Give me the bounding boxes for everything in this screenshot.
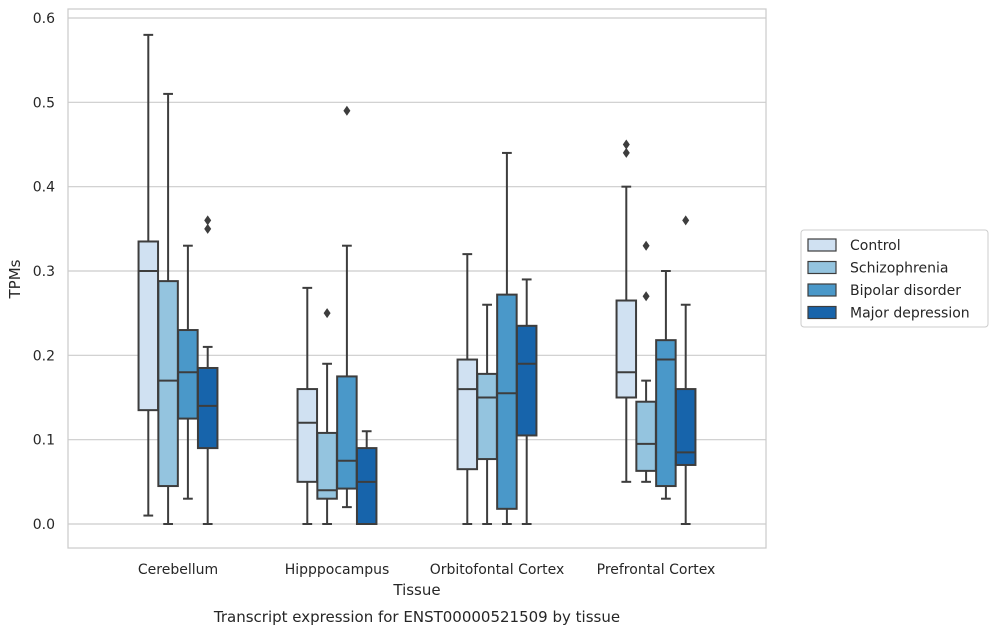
- box-hipppocampus: [336, 105, 358, 509]
- plot-frame: [67, 8, 767, 549]
- legend-item: Bipolar disorder: [807, 283, 961, 299]
- legend-swatch: [807, 260, 837, 275]
- x-tick-label: Cerebellum: [138, 562, 218, 578]
- outlier-point: [642, 240, 650, 251]
- x-axis-label: Tissue: [392, 581, 440, 599]
- box-body: [456, 358, 479, 471]
- outlier-point: [323, 308, 331, 319]
- y-tick-label: 0.3: [33, 264, 55, 280]
- box-body: [196, 366, 219, 450]
- box-body: [496, 293, 518, 510]
- x-axis-ticks: Cerebellum Hipppocampus Orbitofontal Corte…: [138, 562, 715, 578]
- box-body: [157, 280, 179, 488]
- legend-swatch: [807, 238, 837, 252]
- box-prefrontal-cortex: [655, 270, 677, 500]
- box-hipppocampus: [316, 308, 338, 525]
- y-tick-label: 0.6: [33, 11, 55, 27]
- legend-frame: [800, 229, 989, 328]
- x-tick-label: Orbitofontal Cortex: [430, 562, 565, 578]
- outlier-point: [622, 147, 630, 158]
- box-prefrontal-cortex: [615, 139, 638, 483]
- box-orbitofontal-cortex: [476, 303, 498, 525]
- outlier-point: [622, 139, 630, 150]
- legend-swatch: [807, 305, 837, 320]
- y-tick-label: 0.1: [33, 433, 55, 449]
- series-bipolar-disorder: [177, 105, 677, 525]
- box-body: [674, 388, 697, 466]
- box-body: [336, 375, 358, 490]
- box-cerebellum: [196, 215, 219, 525]
- legend-label: Major depression: [850, 306, 970, 322]
- legend-label: Control: [850, 238, 901, 254]
- outlier-point: [204, 215, 212, 226]
- legend-label: Bipolar disorder: [850, 283, 961, 299]
- box-body: [655, 339, 677, 488]
- series-control: [137, 33, 638, 525]
- x-tick-label: Hipppocampus: [285, 562, 390, 578]
- legend-item: Major depression: [807, 305, 970, 322]
- box-body: [476, 372, 498, 461]
- y-axis-ticks: 0.0 0.1 0.2 0.3 0.4 0.5 0.6: [33, 11, 55, 533]
- box-body: [137, 240, 160, 412]
- box-body: [316, 431, 338, 500]
- box-orbitofontal-cortex: [456, 253, 479, 525]
- box-body: [296, 388, 319, 483]
- y-tick-label: 0.5: [33, 95, 55, 111]
- outlier-point: [204, 223, 212, 234]
- box-body: [635, 400, 657, 472]
- x-tick-label: Prefrontal Cortex: [597, 562, 716, 578]
- box-body: [355, 447, 378, 526]
- box-body: [177, 329, 199, 420]
- legend-item: Control: [807, 238, 901, 254]
- series-major-depression: [196, 215, 697, 526]
- box-body: [615, 299, 638, 399]
- box-cerebellum: [177, 244, 199, 500]
- box-body: [515, 324, 538, 437]
- box-hipppocampus: [296, 286, 319, 525]
- y-tick-label: 0.4: [33, 180, 55, 196]
- series-schizophrenia: [157, 92, 657, 525]
- box-orbitofontal-cortex: [515, 278, 538, 525]
- y-tick-label: 0.2: [33, 348, 55, 364]
- box-prefrontal-cortex: [635, 240, 657, 483]
- legend-entries: Control Schizophrenia Bipolar disorder Majo…: [807, 238, 970, 322]
- outlier-point: [343, 105, 351, 116]
- boxes: [137, 33, 697, 526]
- chart-caption: Transcript expression for ENST0000052150…: [213, 608, 620, 626]
- box-hipppocampus: [355, 430, 378, 526]
- outlier-point: [682, 215, 690, 226]
- box-cerebellum: [137, 33, 160, 517]
- legend-label: Schizophrenia: [850, 261, 948, 277]
- y-axis-label: TPMs: [6, 259, 24, 299]
- legend-swatch: [807, 283, 837, 297]
- box-orbitofontal-cortex: [496, 151, 518, 525]
- outlier-point: [642, 291, 650, 302]
- legend: Control Schizophrenia Bipolar disorder Majo…: [800, 229, 989, 328]
- y-tick-label: 0.0: [33, 517, 55, 533]
- box-prefrontal-cortex: [674, 215, 697, 525]
- legend-item: Schizophrenia: [807, 260, 948, 277]
- box-cerebellum: [157, 92, 179, 525]
